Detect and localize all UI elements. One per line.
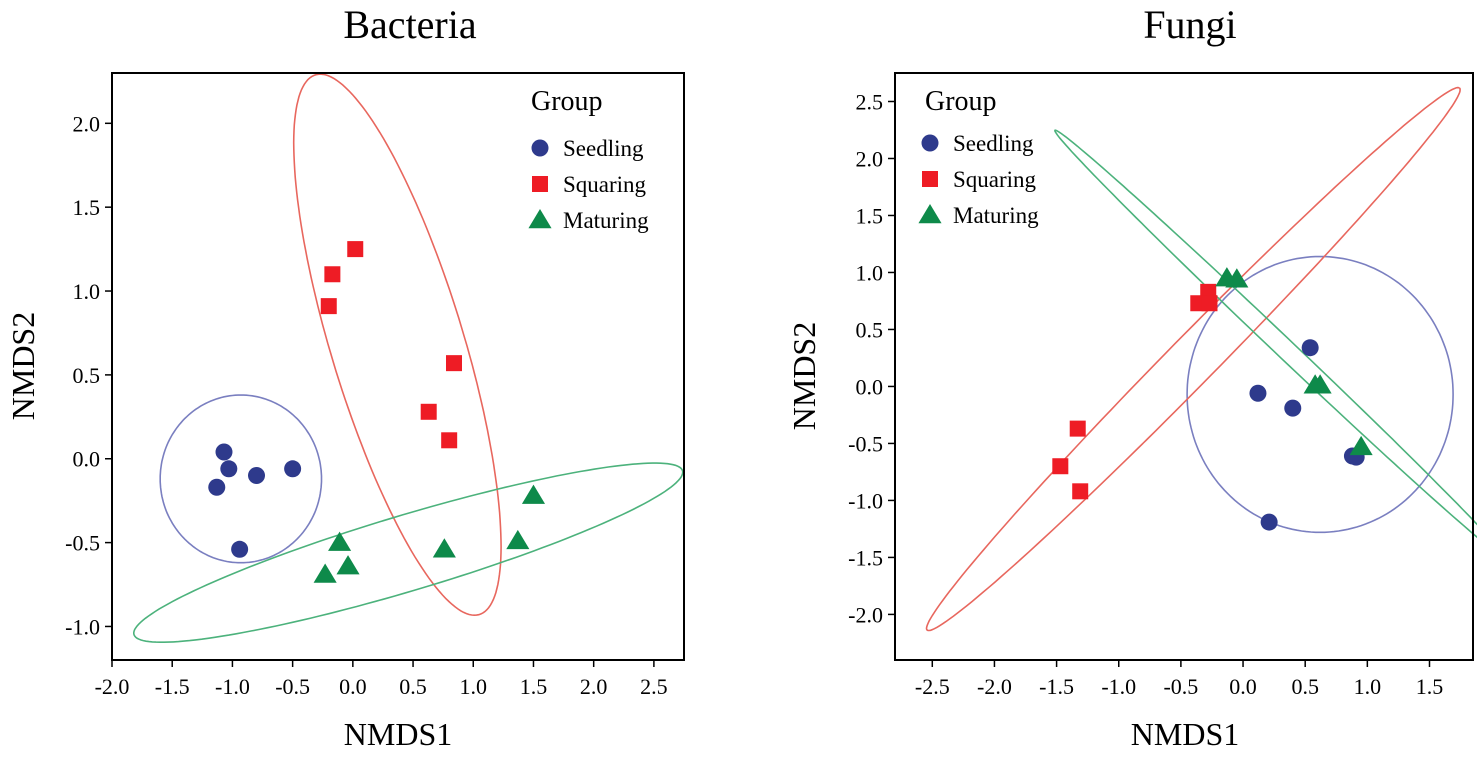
fungi-x-tick-label: -2.5 [915, 674, 950, 699]
bacteria-squaring-point [320, 298, 337, 315]
bacteria-legend-maturing-triangle-icon [528, 209, 552, 229]
fungi-y-tick-label: 1.0 [856, 260, 884, 285]
fungi-x-axis-title: NMDS1 [1131, 716, 1239, 752]
fungi-panel: Fungi -2.5 -2.0 -1.5 -1.0 -0.5 0.0 0.5 1.0 1.5 -… [786, 2, 1477, 752]
bacteria-squaring-point [324, 266, 341, 283]
bacteria-seedling-point [284, 460, 302, 478]
fungi-squaring-point [1069, 420, 1086, 437]
fungi-x-tick-label: -2.0 [977, 674, 1012, 699]
bacteria-y-tick-label: -0.5 [65, 531, 100, 556]
fungi-y-tick-label: 2.5 [856, 89, 884, 114]
fungi-legend-seedling-label: Seedling [953, 131, 1034, 156]
bacteria-maturing-point [328, 531, 352, 551]
bacteria-legend-squaring-label: Squaring [563, 172, 647, 197]
fungi-y-tick-label: 0.0 [856, 374, 884, 399]
fungi-y-tick-label: -0.5 [848, 431, 883, 456]
bacteria-x-tick-label: 2.0 [580, 674, 608, 699]
bacteria-maturing-point [313, 563, 337, 583]
bacteria-maturing-point [336, 555, 360, 575]
bacteria-legend-title: Group [531, 86, 603, 117]
bacteria-x-axis-title: NMDS1 [344, 716, 452, 752]
fungi-x-tick-label: 0.5 [1291, 674, 1319, 699]
bacteria-legend-seedling-circle-icon [531, 139, 549, 157]
bacteria-squaring-point [347, 241, 364, 258]
bacteria-maturing-point [432, 538, 456, 558]
bacteria-legend-maturing-label: Maturing [563, 208, 649, 233]
fungi-y-tick-label: -1.0 [848, 488, 883, 513]
fungi-legend-squaring-label: Squaring [953, 167, 1037, 192]
bacteria-x-tick-label: -0.5 [275, 674, 310, 699]
fungi-maturing-ellipse [1054, 129, 1477, 539]
fungi-squaring-point [1072, 483, 1089, 500]
fungi-y-tick-label: -2.0 [848, 602, 883, 627]
fungi-x-tick-label: 1.0 [1354, 674, 1382, 699]
fungi-legend-title: Group [925, 86, 997, 117]
fungi-seedling-ellipse [1186, 255, 1454, 534]
bacteria-title: Bacteria [343, 2, 476, 47]
bacteria-maturing-point [506, 529, 530, 550]
fungi-title: Fungi [1143, 2, 1236, 47]
fungi-y-tick-label: 0.5 [856, 317, 884, 342]
bacteria-plot-frame [111, 72, 685, 661]
bacteria-squaring-point [441, 432, 458, 449]
bacteria-seedling-point [208, 478, 226, 496]
bacteria-squaring-point [420, 403, 437, 420]
bacteria-x-tick-label: 1.0 [460, 674, 488, 699]
fungi-legend-maturing-label: Maturing [953, 203, 1039, 228]
bacteria-y-axis-title: NMDS2 [5, 312, 41, 420]
fungi-y-tick-label: 2.0 [856, 146, 884, 171]
fungi-x-tick-label: -1.5 [1039, 674, 1074, 699]
fungi-x-tick-label: -1.0 [1101, 674, 1136, 699]
bacteria-maturing-point [521, 484, 546, 504]
bacteria-seedling-point [248, 467, 266, 485]
fungi-legend-seedling-circle-icon [921, 134, 939, 152]
bacteria-y-tick-label: -1.0 [65, 614, 100, 639]
bacteria-x-tick-label: 2.5 [640, 674, 668, 699]
fungi-y-axis-title: NMDS2 [786, 322, 822, 430]
bacteria-x-tick-label: -1.5 [155, 674, 190, 699]
bacteria-x-tick-label: -2.0 [95, 674, 130, 699]
bacteria-seedling-point [215, 443, 233, 461]
bacteria-y-tick-label: 0.0 [73, 447, 101, 472]
bacteria-legend-seedling-label: Seedling [563, 136, 644, 161]
bacteria-y-tick-label: 1.5 [73, 195, 101, 220]
bacteria-maturing-ellipse [133, 462, 684, 644]
bacteria-squaring-point [445, 355, 462, 372]
fungi-maturing-point [1225, 268, 1249, 288]
bacteria-x-tick-label: -1.0 [215, 674, 250, 699]
fungi-x-tick-label: -0.5 [1163, 674, 1198, 699]
bacteria-legend-squaring-square-icon [532, 176, 548, 192]
fungi-maturing-point [1308, 374, 1332, 394]
bacteria-panel: Bacteria -2.0 -1.5 -1.0 -0.5 0.0 0.5 1.0 1.5 2.0… [5, 2, 685, 752]
fungi-legend-squaring-square-icon [922, 171, 938, 187]
bacteria-seedling-point [220, 460, 238, 478]
bacteria-x-tick-label: 0.0 [339, 674, 367, 699]
fungi-squaring-ellipse [925, 86, 1461, 632]
fungi-y-tick-label: -1.5 [848, 545, 883, 570]
fungi-seedling-point [1260, 513, 1278, 531]
fungi-legend: Group Seedling Squaring Maturing [918, 86, 1039, 228]
fungi-seedling-point [1301, 339, 1319, 357]
bacteria-y-tick-label: 2.0 [73, 111, 101, 136]
bacteria-y-tick-label: 1.0 [73, 279, 101, 304]
bacteria-y-tick-label: 0.5 [73, 363, 101, 388]
fungi-seedling-point [1284, 399, 1302, 417]
bacteria-seedling-ellipse [159, 394, 323, 564]
fungi-squaring-point [1201, 295, 1218, 312]
bacteria-x-tick-label: 0.5 [399, 674, 427, 699]
bacteria-x-tick-label: 1.5 [520, 674, 548, 699]
bacteria-legend: Group Seedling Squaring Maturing [528, 86, 649, 233]
fungi-seedling-point [1249, 384, 1267, 402]
fungi-legend-maturing-triangle-icon [918, 204, 942, 224]
fungi-y-tick-label: 1.5 [856, 203, 884, 228]
fungi-maturing-point [1349, 435, 1373, 456]
fungi-plot-frame [894, 72, 1474, 661]
bacteria-seedling-point [231, 540, 249, 558]
bacteria-squaring-ellipse [292, 73, 502, 617]
fungi-x-tick-label: 1.5 [1416, 674, 1444, 699]
fungi-squaring-point [1052, 458, 1069, 475]
fungi-x-tick-label: 0.0 [1229, 674, 1257, 699]
